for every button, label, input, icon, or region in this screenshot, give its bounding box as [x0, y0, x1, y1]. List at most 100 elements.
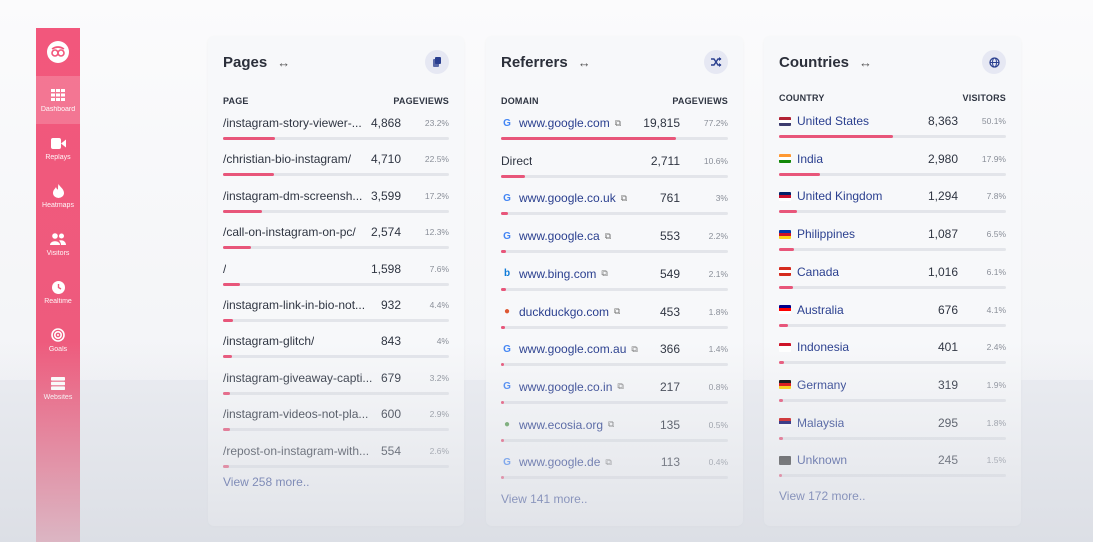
- countries-row[interactable]: Malaysia 295 1.8%: [779, 416, 1006, 452]
- pages-row-name[interactable]: /instagram-videos-not-pla...: [223, 407, 368, 421]
- referrers-row-name[interactable]: ● www.ecosia.org ⧉: [501, 418, 615, 432]
- referrers-row-percent: 1.8%: [708, 306, 728, 317]
- countries-row-name[interactable]: India: [779, 152, 823, 166]
- referrers-view-more-link[interactable]: View 141 more..: [501, 492, 588, 506]
- pages-view-more-link[interactable]: View 258 more..: [223, 475, 310, 489]
- pages-row-name[interactable]: /christian-bio-instagram/: [223, 152, 351, 166]
- pages-copy-button[interactable]: [425, 50, 449, 74]
- countries-col-country[interactable]: COUNTRY: [779, 93, 825, 103]
- pages-row-name[interactable]: /instagram-story-viewer-...: [223, 116, 362, 130]
- referrers-row-name[interactable]: Direct: [501, 154, 532, 168]
- external-link-icon[interactable]: ⧉: [631, 343, 638, 354]
- referrers-row[interactable]: ● duckduckgo.com ⧉ 453 1.8%: [501, 305, 728, 341]
- external-link-icon[interactable]: ⧉: [608, 419, 615, 430]
- countries-title: Countries: [779, 53, 850, 71]
- countries-row[interactable]: United Kingdom 1,294 7.8%: [779, 189, 1006, 225]
- pages-row-name[interactable]: /instagram-giveaway-capti...: [223, 371, 372, 385]
- referrers-row[interactable]: b www.bing.com ⧉ 549 2.1%: [501, 267, 728, 303]
- countries-globe-button[interactable]: [982, 50, 1006, 74]
- countries-row[interactable]: Unknown 245 1.5%: [779, 453, 1006, 489]
- countries-row-name[interactable]: Germany: [779, 378, 846, 392]
- countries-row-name[interactable]: Philippines: [779, 227, 855, 241]
- pages-row-name[interactable]: /: [223, 262, 226, 276]
- external-link-icon[interactable]: ⧉: [614, 117, 622, 128]
- external-link-icon[interactable]: ⧉: [604, 230, 612, 241]
- countries-row[interactable]: India 2,980 17.9%: [779, 152, 1006, 188]
- external-link-icon[interactable]: ⧉: [605, 456, 612, 467]
- expand-arrows-icon[interactable]: ↔: [859, 54, 873, 70]
- pages-row[interactable]: /christian-bio-instagram/4,710 22.5%: [223, 152, 449, 188]
- referrers-row-name[interactable]: b www.bing.com ⧉: [501, 267, 608, 281]
- pages-row[interactable]: /instagram-dm-screensh... 3,599 17.2%: [223, 189, 449, 225]
- referrers-row[interactable]: Direct 2,711 10.6%: [501, 154, 728, 190]
- referrers-shuffle-button[interactable]: [704, 50, 728, 74]
- sidebar-item-realtime[interactable]: Realtime: [36, 268, 80, 316]
- pages-row-name[interactable]: /repost-on-instagram-with...: [223, 444, 369, 458]
- countries-row[interactable]: Canada 1,016 6.1%: [779, 265, 1006, 301]
- external-link-icon[interactable]: ⧉: [614, 306, 621, 316]
- pages-row[interactable]: /instagram-glitch/843 4%: [223, 334, 449, 370]
- countries-row[interactable]: United States 8,363 50.1%: [779, 114, 1006, 150]
- favicon-icon: G: [503, 192, 511, 204]
- pages-row-label: /instagram-link-in-bio-not...: [223, 298, 366, 312]
- expand-arrows-icon[interactable]: ↔: [577, 54, 591, 70]
- pages-row[interactable]: /instagram-link-in-bio-not... 932 4.4%: [223, 298, 449, 334]
- external-link-icon[interactable]: ⧉: [620, 192, 628, 203]
- sidebar-item-visitors[interactable]: Visitors: [36, 220, 80, 268]
- countries-row-name[interactable]: Malaysia: [779, 416, 844, 430]
- pages-row[interactable]: / 1,598 7.6%: [223, 262, 449, 298]
- countries-row-name[interactable]: Canada: [779, 265, 839, 279]
- referrers-row-bar-track: [501, 400, 728, 404]
- pages-row[interactable]: /instagram-giveaway-capti... 679 3.2%: [223, 371, 449, 407]
- referrers-col-domain[interactable]: DOMAIN: [501, 96, 539, 106]
- countries-row[interactable]: Australia 676 4.1%: [779, 303, 1006, 339]
- expand-arrows-icon[interactable]: ↔: [277, 54, 291, 70]
- countries-col-visitors[interactable]: VISITORS: [962, 93, 1006, 103]
- sidebar-item-goals[interactable]: Goals: [36, 316, 80, 364]
- pages-row[interactable]: /instagram-videos-not-pla... 600 2.9%: [223, 407, 449, 443]
- countries-row[interactable]: Philippines 1,087 6.5%: [779, 227, 1006, 263]
- target-icon: [50, 327, 66, 343]
- countries-row[interactable]: Germany 319 1.9%: [779, 378, 1006, 414]
- pages-row[interactable]: /instagram-story-viewer-... 4,868 23.2%: [223, 116, 449, 152]
- pages-row-name[interactable]: /instagram-glitch/: [223, 334, 314, 348]
- pages-row-name[interactable]: /call-on-instagram-on-pc/: [223, 225, 356, 239]
- referrers-col-pageviews[interactable]: PAGEVIEWS: [672, 96, 728, 106]
- app-logo[interactable]: [36, 28, 80, 76]
- countries-card: Countries ↔ COUNTRY VISITORS United Stat…: [764, 36, 1021, 526]
- countries-view-more-link[interactable]: View 172 more..: [779, 489, 866, 503]
- pages-row-name[interactable]: /instagram-dm-screensh...: [223, 189, 362, 203]
- countries-row-name[interactable]: Australia: [779, 303, 844, 317]
- referrers-row[interactable]: ● www.ecosia.org ⧉ 135 0.5%: [501, 418, 728, 454]
- pages-row-name[interactable]: /instagram-link-in-bio-not...: [223, 298, 365, 312]
- sidebar-item-heatmaps[interactable]: Heatmaps: [36, 172, 80, 220]
- countries-row-name[interactable]: Unknown: [779, 453, 847, 467]
- external-link-icon[interactable]: ⧉: [617, 381, 624, 392]
- pages-row[interactable]: /call-on-instagram-on-pc/2,574 12.3%: [223, 225, 449, 261]
- pages-col-page[interactable]: PAGE: [223, 96, 249, 106]
- countries-row-name[interactable]: Indonesia: [779, 340, 849, 354]
- referrers-row-name[interactable]: ● duckduckgo.com ⧉: [501, 305, 621, 319]
- countries-row[interactable]: Indonesia 401 2.4%: [779, 340, 1006, 376]
- countries-row-name[interactable]: United States: [779, 114, 869, 128]
- sidebar-item-websites[interactable]: Websites: [36, 364, 80, 412]
- sidebar-item-replays[interactable]: Replays: [36, 124, 80, 172]
- sidebar-item-dashboard[interactable]: Dashboard: [36, 76, 80, 124]
- flag-icon: [779, 418, 791, 428]
- pages-col-pageviews[interactable]: PAGEVIEWS: [393, 96, 449, 106]
- pages-title: Pages: [223, 53, 268, 71]
- countries-row-name[interactable]: United Kingdom: [779, 189, 882, 203]
- external-link-icon[interactable]: ⧉: [601, 268, 608, 279]
